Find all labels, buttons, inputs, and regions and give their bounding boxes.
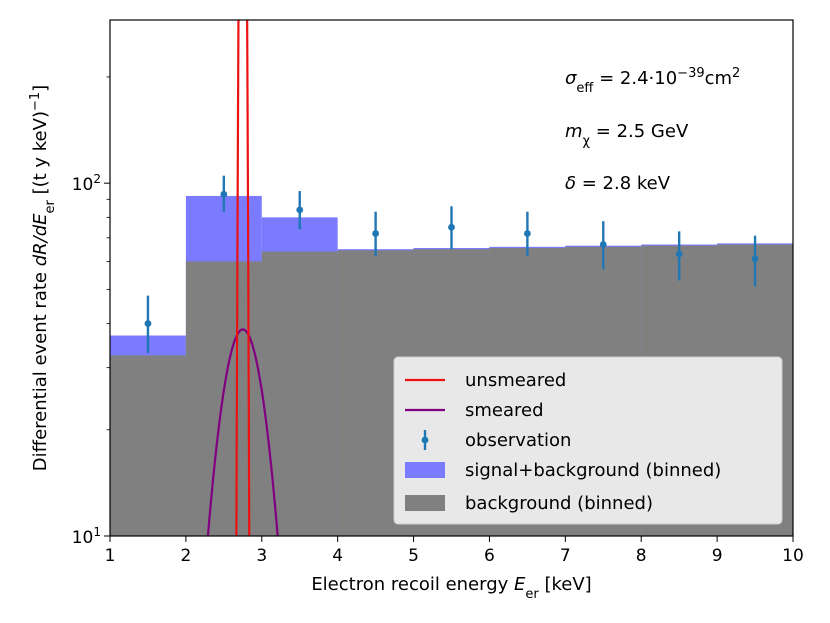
- x-tick-label: 7: [560, 546, 571, 566]
- legend-patch-swatch: [405, 495, 445, 511]
- observation-point: [523, 211, 531, 257]
- background-bar: [185, 261, 262, 536]
- x-tick-label: 6: [484, 546, 495, 566]
- plot-frame: [109, 19, 794, 537]
- x-tick-label: 1: [105, 546, 116, 566]
- x-tick-label: 10: [782, 546, 804, 566]
- observation-point: [675, 231, 683, 281]
- legend-box: [393, 356, 783, 525]
- observation-point: [599, 221, 607, 270]
- legend: unsmeared smeared observation signal+backgr…: [393, 356, 783, 525]
- observation-marker: [523, 230, 531, 237]
- legend-entry: smeared: [405, 400, 544, 421]
- legend-label: smeared: [465, 400, 544, 421]
- legend-label: observation: [465, 430, 571, 451]
- observation-marker: [296, 206, 304, 214]
- x-tick-label: 2: [180, 546, 191, 566]
- y-axis-label: Differential event rate dR/dEer [(t y ke…: [28, 85, 58, 471]
- observation-point: [144, 295, 152, 354]
- x-tick-label: 3: [256, 546, 267, 566]
- observation-point: [372, 211, 380, 257]
- legend-label: signal+background (binned): [465, 460, 721, 481]
- legend-marker-swatch: [421, 436, 429, 444]
- legend-entry: background (binned): [405, 493, 653, 514]
- legend-patch-swatch: [405, 462, 445, 478]
- legend-entry: observation: [421, 430, 571, 451]
- background-bar: [110, 355, 186, 536]
- smeared-curve: [206, 328, 279, 536]
- x-tick-label: 8: [636, 546, 647, 566]
- x-tick-label: 5: [408, 546, 419, 566]
- legend-entry: unsmeared: [405, 370, 566, 391]
- observation-marker: [144, 320, 152, 327]
- annotation-text: σeff = 2.4·10−39cm2: [565, 66, 740, 96]
- observation-marker: [448, 223, 455, 231]
- observation-marker: [675, 250, 683, 258]
- observation-marker: [372, 230, 380, 237]
- observation-point: [751, 235, 759, 287]
- x-tick-label: 9: [712, 546, 723, 566]
- legend-label: background (binned): [465, 493, 653, 514]
- annotations: σeff = 2.4·10−39cm2 mχ = 2.5 GeV δ = 2.8 k…: [565, 66, 740, 195]
- annotation-text: δ = 2.8 keV: [565, 173, 671, 194]
- annotation-text: mχ = 2.5 GeV: [565, 121, 689, 149]
- observation-point: [220, 175, 228, 212]
- observation-marker: [599, 241, 607, 248]
- y-tick-label: 102: [72, 172, 101, 195]
- legend-label: unsmeared: [465, 370, 566, 391]
- observation-marker: [220, 190, 228, 198]
- x-tick-label: 4: [332, 546, 343, 566]
- x-axis-label: Electron recoil energy Eer [keV]: [311, 574, 591, 602]
- observation-marker: [751, 255, 759, 263]
- legend-entry: signal+background (binned): [405, 460, 721, 481]
- axes: 1 2 3 4 5 6 7 8 9 10 101 102 Electron recoil energy …: [28, 76, 804, 602]
- y-tick-label: 101: [72, 525, 101, 548]
- observation-point: [296, 191, 304, 230]
- observation-point: [448, 206, 455, 250]
